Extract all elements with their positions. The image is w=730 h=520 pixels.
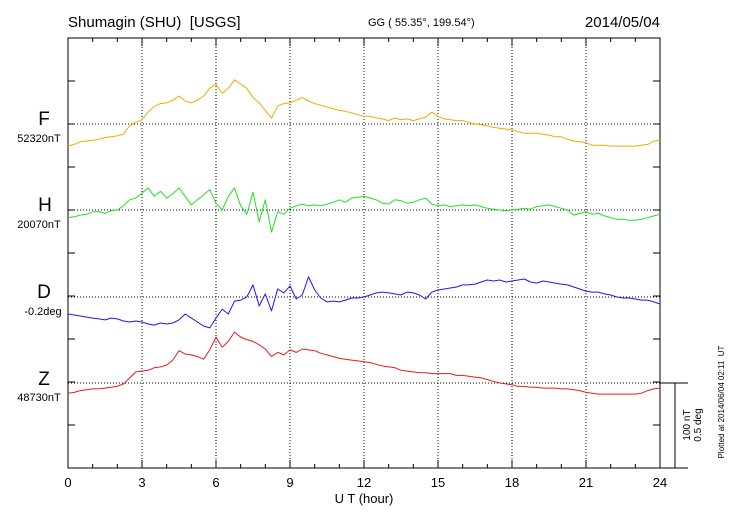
x-tick-label-9: 9 xyxy=(286,475,293,490)
x-tick-labels: 0 3 6 9 12 15 18 21 24 xyxy=(64,475,667,490)
chart-title: Shumagin (SHU) [USGS] xyxy=(68,14,241,31)
x-tick-label-18: 18 xyxy=(505,475,519,490)
plotted-at-note: Plotted at 2014/06/04 02:11 UT xyxy=(717,345,726,458)
series-F-line xyxy=(67,79,661,147)
series-F-name: F xyxy=(38,109,50,130)
series-H-baseline-label: 20070nT xyxy=(17,219,61,231)
scale-label-deg: 0.5 deg xyxy=(693,408,704,441)
x-tick-label-24: 24 xyxy=(653,475,667,490)
series-H-line xyxy=(67,187,661,233)
chart-date: 2014/05/04 xyxy=(585,14,660,31)
x-tick-label-0: 0 xyxy=(64,475,71,490)
series-Z-baseline-label: 48730nT xyxy=(17,392,61,404)
axis-ticks xyxy=(68,38,660,468)
series-lines xyxy=(67,79,661,395)
grid-lines xyxy=(68,38,660,468)
scale-label-nT: 100 nT xyxy=(682,409,693,440)
series-F-baseline-label: 52320nT xyxy=(17,133,61,145)
series-D-baseline-label: -0.2deg xyxy=(24,306,61,318)
series-Z-name: Z xyxy=(38,369,50,390)
plot-frame xyxy=(67,37,661,469)
series-Z-line xyxy=(67,331,661,395)
x-tick-label-3: 3 xyxy=(138,475,145,490)
x-tick-label-15: 15 xyxy=(431,475,445,490)
x-tick-label-12: 12 xyxy=(357,475,371,490)
x-tick-label-21: 21 xyxy=(579,475,593,490)
series-H-name: H xyxy=(38,195,52,216)
series-D-line xyxy=(67,276,661,329)
series-D-name: D xyxy=(37,282,51,303)
x-tick-label-6: 6 xyxy=(212,475,219,490)
station-coordinates: GG ( 55.35°, 199.54°) xyxy=(368,17,475,29)
x-axis-label: U T (hour) xyxy=(335,491,394,506)
